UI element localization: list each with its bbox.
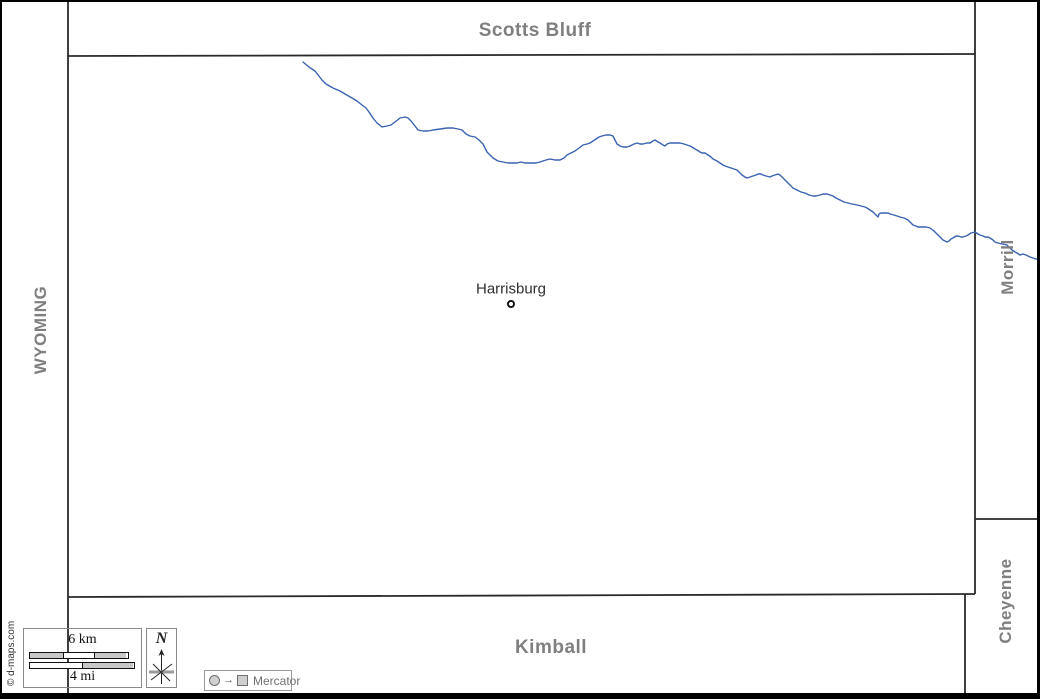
scale-segment: [30, 663, 82, 668]
region-label-wyoming: WYOMING: [31, 285, 50, 375]
arrow-right-icon: →: [223, 674, 234, 686]
flat-map-square-icon: [237, 675, 248, 686]
projection-name: Mercator: [253, 673, 301, 688]
scottsbluff-banner-border: [67, 53, 976, 57]
scale-segment: [82, 663, 133, 668]
region-label-kimball: Kimball: [514, 637, 588, 658]
globe-circle-icon: [209, 675, 220, 686]
city-marker-harrisburg: [507, 300, 515, 308]
scale-segment: [94, 653, 126, 658]
scale-bar-km: [29, 652, 129, 659]
city-label-harrisburg: Harrisburg: [475, 280, 547, 298]
region-label-morrill: Morrill: [998, 239, 1017, 295]
compass-icon: [149, 649, 174, 684]
copyright-notice: © d-maps.com: [6, 620, 17, 686]
scale-bar: 6 km 4 mi: [23, 628, 142, 688]
north-indicator: N: [146, 628, 177, 688]
scale-km-label: 6 km: [68, 632, 97, 647]
projection-legend: → Mercator: [204, 670, 300, 691]
scale-segment: [63, 653, 94, 658]
scale-mi-label: 4 mi: [69, 669, 96, 684]
scale-bar-mi: [29, 662, 135, 669]
region-label-scotts-bluff: Scotts Bluff: [478, 20, 592, 41]
scale-segment: [30, 653, 63, 658]
north-label: N: [155, 630, 168, 647]
banner-kimball-border: [67, 593, 976, 598]
river-line: [302, 61, 1040, 260]
region-label-cheyenne: Cheyenne: [996, 558, 1015, 644]
